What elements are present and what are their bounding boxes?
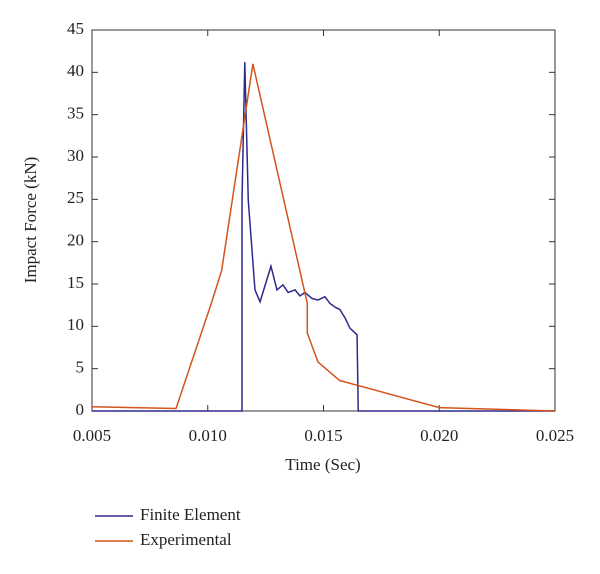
series-line: [91, 63, 556, 412]
y-tick-label: 40: [67, 61, 84, 80]
y-tick-label: 35: [67, 104, 84, 123]
x-tick-label: 0.010: [189, 426, 227, 445]
x-tick-label: 0.025: [536, 426, 574, 445]
series-line: [92, 62, 555, 412]
y-tick-label: 5: [76, 358, 85, 377]
legend-label: Finite Element: [140, 505, 241, 524]
x-tick-label: 0.015: [304, 426, 342, 445]
y-tick-label: 10: [67, 315, 84, 334]
y-tick-label: 0: [76, 400, 85, 419]
plot-frame: [91, 29, 556, 412]
y-tick-label: 25: [67, 188, 84, 207]
x-axis-label: Time (Sec): [285, 455, 360, 474]
y-axis-label: Impact Force (kN): [21, 157, 40, 284]
y-tick-label: 45: [67, 19, 84, 38]
x-tick-label: 0.020: [420, 426, 458, 445]
y-tick-label: 15: [67, 273, 84, 292]
y-tick-label: 20: [67, 231, 84, 250]
x-tick-label: 0.005: [73, 426, 111, 445]
legend-label: Experimental: [140, 530, 232, 549]
y-tick-label: 30: [67, 146, 84, 165]
